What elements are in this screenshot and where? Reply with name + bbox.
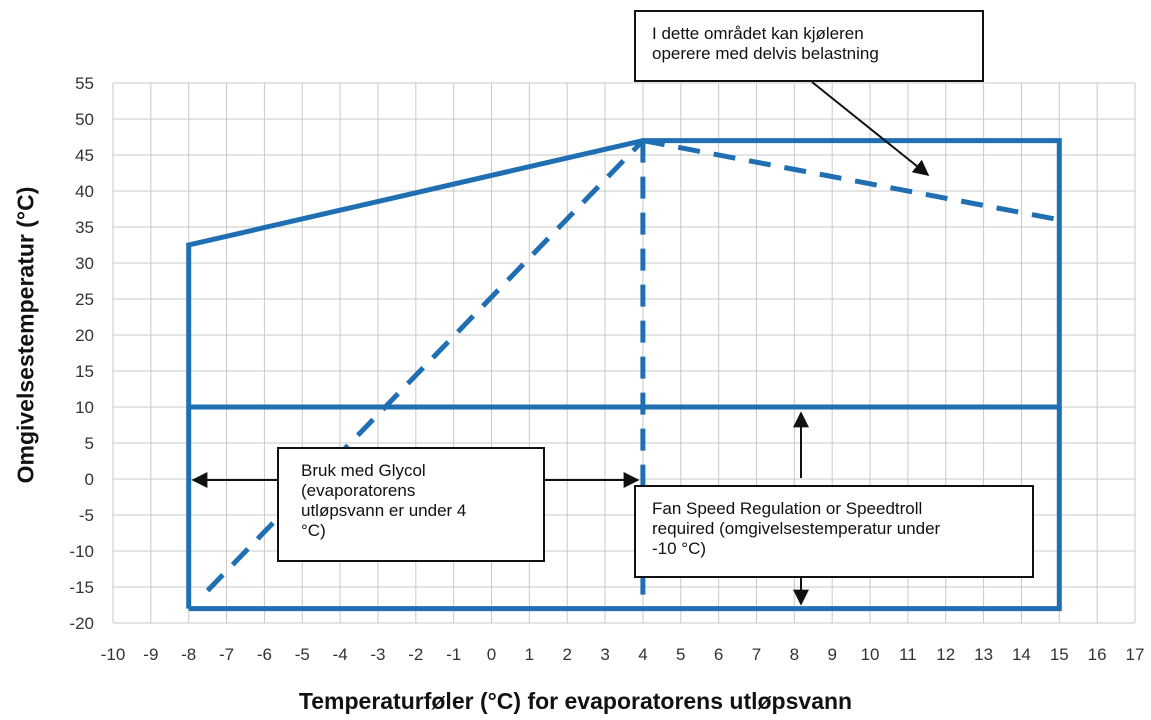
x-tick-label: 0 <box>487 645 496 664</box>
y-tick-label: 10 <box>75 398 94 417</box>
x-tick-label: 12 <box>936 645 955 664</box>
y-tick-label: -10 <box>69 542 94 561</box>
annotation-line: °C) <box>301 521 326 540</box>
x-tick-label: -10 <box>101 645 126 664</box>
annotation-line: I dette området kan kjøleren <box>652 24 864 43</box>
annotation-partial-load: I dette området kan kjøleren operere med… <box>634 10 984 82</box>
x-tick-label: -9 <box>143 645 158 664</box>
x-tick-label: 13 <box>974 645 993 664</box>
x-tick-label: 4 <box>638 645 647 664</box>
y-tick-label: 55 <box>75 74 94 93</box>
y-tick-label: 35 <box>75 218 94 237</box>
x-tick-label: 9 <box>827 645 836 664</box>
y-tick-label: -15 <box>69 578 94 597</box>
y-tick-label: 15 <box>75 362 94 381</box>
x-tick-label: 14 <box>1012 645 1031 664</box>
x-tick-label: 8 <box>790 645 799 664</box>
x-tick-label: -8 <box>181 645 196 664</box>
x-axis-title: Temperaturføler (°C) for evaporatorens u… <box>298 688 853 714</box>
annotation-line: utløpsvann er under 4 <box>301 501 467 520</box>
annotation-line: operere med delvis belastning <box>652 44 879 63</box>
dashed-series-line <box>642 138 1060 223</box>
x-tick-label: 11 <box>899 645 917 664</box>
tick-labels: -10 -9 -8 -7 -6 -5 -4 -3 -2 -1 0 1 2 3 4 5 6 7 8 9 10 11 12 13 1… <box>69 74 1144 664</box>
arrow-group <box>191 81 930 606</box>
y-tick-label: 50 <box>75 110 94 129</box>
x-tick-label: -1 <box>446 645 461 664</box>
y-axis-title: Omgivelsestemperatur (°C) <box>12 186 39 484</box>
x-tick-label: 5 <box>676 645 685 664</box>
x-tick-label: -6 <box>257 645 272 664</box>
annotation-line: required (omgivelsestemperatur under <box>652 519 941 538</box>
y-tick-label: 45 <box>75 146 94 165</box>
x-tick-label: 15 <box>1050 645 1069 664</box>
annotation-line: (evaporatorens <box>301 481 416 500</box>
x-tick-label: -3 <box>370 645 385 664</box>
x-tick-label: 17 <box>1126 645 1145 664</box>
annotation-fan-speed: Fan Speed Regulation or Speedtroll requi… <box>634 485 1034 578</box>
y-tick-label: 0 <box>85 470 94 489</box>
y-tick-label: -20 <box>69 614 94 633</box>
dashed-series-line <box>205 138 645 593</box>
annotation-line: Bruk med Glycol <box>301 461 426 480</box>
y-tick-label: 30 <box>75 254 94 273</box>
solid-series-line <box>186 138 1062 612</box>
x-tick-label: 16 <box>1088 645 1107 664</box>
x-tick-label: -5 <box>295 645 310 664</box>
x-tick-label: 2 <box>562 645 571 664</box>
x-tick-label: -2 <box>408 645 423 664</box>
x-tick-label: 1 <box>525 645 534 664</box>
y-tick-label: 40 <box>75 182 94 201</box>
annotation-glycol: Bruk med Glycol (evaporatorens utløpsvan… <box>277 447 545 562</box>
series-group <box>186 138 1062 612</box>
x-tick-label: 10 <box>861 645 880 664</box>
x-tick-label: -7 <box>219 645 234 664</box>
annotation-line: Fan Speed Regulation or Speedtroll <box>652 499 923 518</box>
x-tick-label: -4 <box>333 645 348 664</box>
y-tick-label: 5 <box>85 434 94 453</box>
annotation-arrow <box>811 81 930 177</box>
y-tick-label: -5 <box>79 506 94 525</box>
y-tick-label: 20 <box>75 326 94 345</box>
annotation-line: -10 °C) <box>652 539 707 558</box>
x-tick-label: 6 <box>714 645 723 664</box>
x-tick-label: 3 <box>600 645 609 664</box>
x-tick-label: 7 <box>752 645 761 664</box>
y-tick-label: 25 <box>75 290 94 309</box>
